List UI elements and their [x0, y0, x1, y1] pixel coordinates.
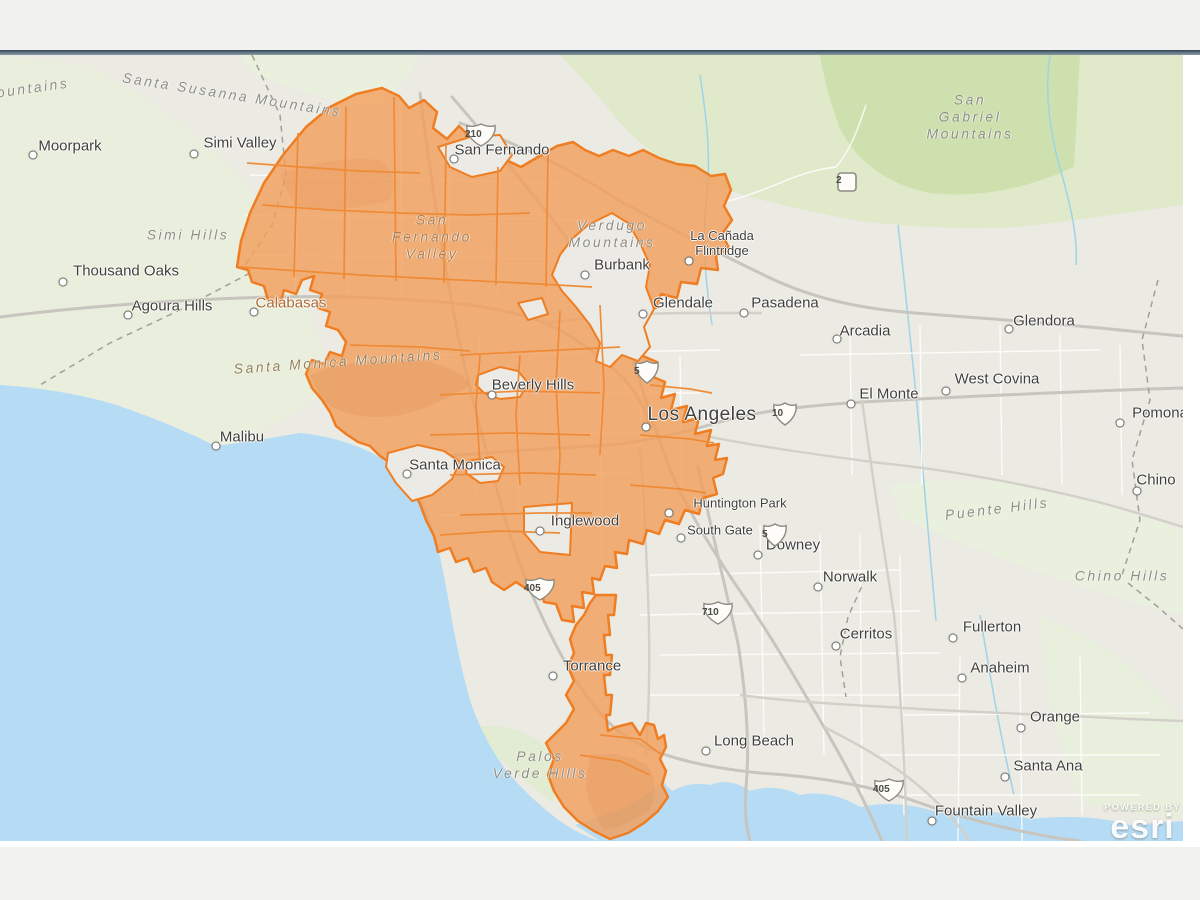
- top-chrome-strip: [0, 0, 1200, 50]
- right-margin-strip: [1183, 55, 1200, 841]
- district-boundaries: [239, 96, 715, 776]
- enclave-santa-monica: [385, 444, 461, 502]
- secondary-highways: [544, 311, 1183, 841]
- pacific-ocean: [0, 385, 600, 841]
- powered-by-text: POWERED BY: [1104, 802, 1181, 812]
- rivers: [699, 55, 1078, 796]
- esri-attribution: POWERED BY esri: [1095, 802, 1183, 841]
- enclave-culver-city: [465, 456, 505, 484]
- terrain-puente-hills: [890, 479, 1183, 615]
- map-bottom-edge: [0, 841, 1200, 847]
- esri-logo: esri: [1110, 808, 1175, 841]
- enclave-universal: [517, 297, 549, 321]
- enclave-burbank-glendale: [551, 212, 655, 368]
- basemap-graphics: [0, 55, 1183, 841]
- enclave-cities: [385, 134, 655, 556]
- map-canvas[interactable]: Moorpark Simi Valley Thousand Oaks Agoura H…: [0, 55, 1183, 841]
- terrain-san-gabriel-dark: [820, 55, 1080, 195]
- bottom-margin-strip: [0, 847, 1200, 900]
- terrain-west-hills: [0, 55, 332, 446]
- window-divider-bar: [0, 50, 1200, 55]
- enclave-inglewood: [523, 502, 573, 556]
- long-beach-harbor-water: [575, 781, 1183, 841]
- terrain-palos-verdes: [438, 726, 556, 803]
